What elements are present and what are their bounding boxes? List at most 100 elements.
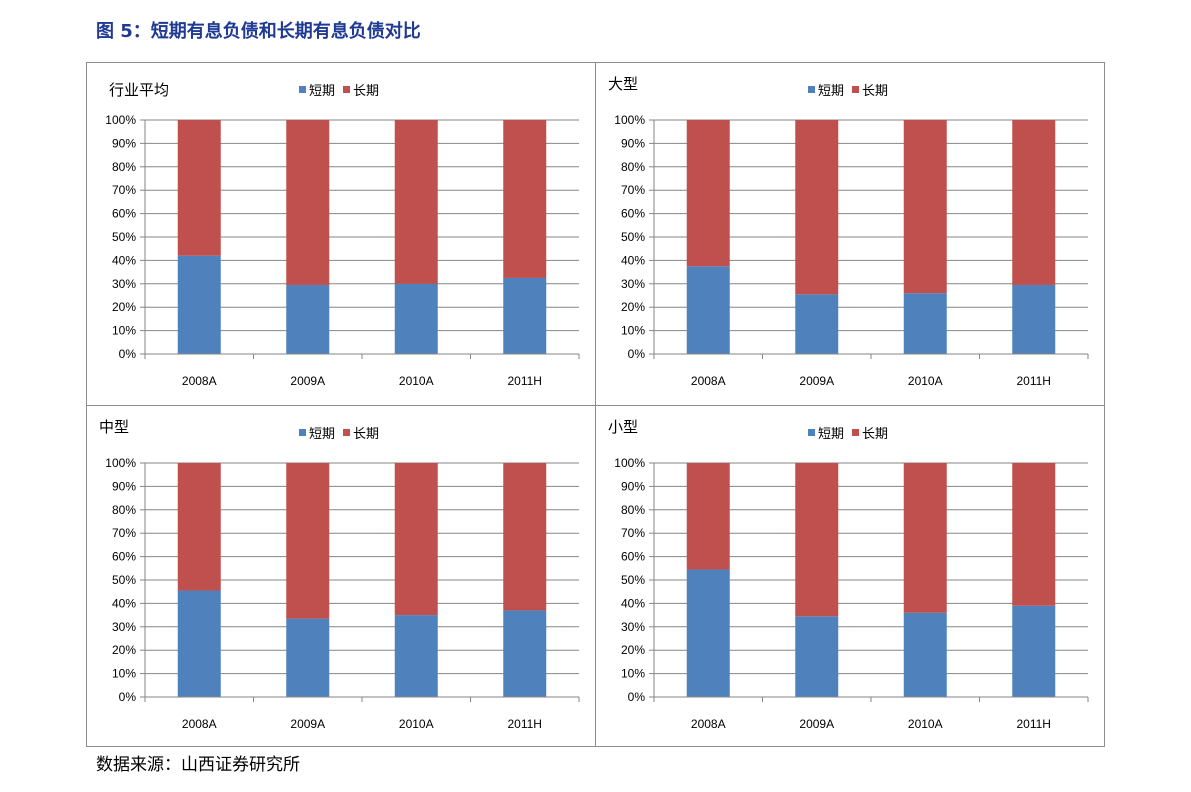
bar-short	[903, 293, 947, 354]
y-tick-label: 90%	[621, 136, 645, 150]
bar-long	[177, 120, 221, 256]
y-tick-label: 90%	[112, 479, 136, 493]
x-tick-label: 2008A	[182, 717, 217, 731]
bar-long	[1012, 120, 1056, 285]
legend-swatch-long	[343, 86, 351, 93]
y-tick-label: 40%	[621, 596, 645, 610]
x-tick-label: 2010A	[908, 717, 943, 731]
x-tick-label: 2011H	[508, 374, 542, 388]
chart-legend: 短期 长期	[808, 423, 896, 442]
y-tick-label: 90%	[112, 136, 136, 150]
legend-swatch-short	[299, 86, 306, 93]
legend-label-long: 长期	[862, 84, 889, 99]
y-tick-label: 20%	[112, 643, 136, 657]
y-tick-label: 40%	[621, 253, 645, 267]
bar-short	[394, 283, 438, 354]
legend-swatch-short	[808, 429, 815, 436]
y-tick-label: 0%	[119, 347, 137, 361]
y-tick-label: 80%	[621, 160, 645, 174]
bar-short	[177, 255, 221, 354]
y-tick-label: 80%	[621, 503, 645, 517]
x-tick-label: 2008A	[691, 717, 726, 731]
x-tick-label: 2008A	[182, 374, 217, 388]
bar-long	[503, 463, 547, 611]
chart-plot: 0% 10% 20% 30% 40% 50% 60% 70% 80% 90% 100% 2008A 20…	[105, 456, 580, 731]
y-tick-label: 30%	[621, 277, 645, 291]
bar-short	[795, 294, 839, 354]
bar-short	[1012, 605, 1056, 697]
y-tick-label: 40%	[112, 253, 136, 267]
figure-title: 图 5：短期有息负债和长期有息负债对比	[96, 21, 421, 42]
x-tick-label: 2009A	[290, 374, 325, 388]
chart-panel-small: 小型 短期 长期 0% 10% 20% 30% 40% 50% 60% 70% 80% 90% 10…	[595, 405, 1105, 747]
chart-panel-industry-average: 行业平均 短期 长期 0% 10% 20% 30% 40% 50% 60% 70% 80% 90%…	[86, 62, 596, 406]
chart-title: 行业平均	[109, 81, 170, 99]
source-note: 数据来源：山西证券研究所	[96, 755, 300, 775]
legend-label-long: 长期	[862, 427, 889, 442]
bar-long	[795, 463, 839, 617]
x-tick-label: 2009A	[799, 374, 834, 388]
y-tick-label: 50%	[112, 230, 136, 244]
bar-long	[1012, 463, 1056, 606]
bar-long	[177, 463, 221, 591]
chart-plot: 0% 10% 20% 30% 40% 50% 60% 70% 80% 90% 100% 2008A 20…	[614, 113, 1089, 388]
chart-legend: 短期 长期	[299, 423, 387, 442]
bar-short	[903, 612, 947, 697]
chart-panel-large: 大型 短期 长期 0% 10% 20% 30% 40% 50% 60% 70% 80% 90% 10…	[595, 62, 1105, 406]
bar-short	[686, 266, 730, 354]
y-tick-label: 10%	[621, 324, 645, 338]
y-tick-label: 50%	[621, 230, 645, 244]
bar-long	[686, 463, 730, 570]
chart-title: 小型	[608, 418, 639, 436]
y-tick-label: 10%	[112, 324, 136, 338]
bar-short	[1012, 284, 1056, 354]
legend-swatch-long	[343, 429, 351, 436]
x-tick-label: 2010A	[399, 717, 434, 731]
y-tick-label: 70%	[112, 526, 136, 540]
bar-short	[503, 277, 547, 354]
y-tick-label: 100%	[614, 113, 645, 127]
x-tick-label: 2008A	[691, 374, 726, 388]
legend-label-short: 短期	[309, 427, 336, 442]
chart-plot: 0% 10% 20% 30% 40% 50% 60% 70% 80% 90% 100% 2008A 20…	[614, 456, 1089, 731]
legend-swatch-short	[808, 86, 815, 93]
chart-panel-medium: 中型 短期 长期 0% 10% 20% 30% 40% 50% 60% 70% 80% 90% 10…	[86, 405, 596, 747]
bar-short	[394, 615, 438, 697]
y-tick-label: 60%	[621, 207, 645, 221]
x-tick-label: 2009A	[799, 717, 834, 731]
y-tick-label: 40%	[112, 596, 136, 610]
bar-long	[503, 120, 547, 278]
bar-long	[286, 120, 330, 285]
y-tick-label: 20%	[621, 643, 645, 657]
y-tick-label: 20%	[621, 300, 645, 314]
bar-short	[503, 610, 547, 697]
chart-title: 大型	[608, 75, 639, 93]
y-tick-label: 50%	[112, 573, 136, 587]
y-tick-label: 30%	[112, 277, 136, 291]
y-tick-label: 60%	[112, 207, 136, 221]
y-tick-label: 100%	[614, 456, 645, 470]
y-tick-label: 30%	[112, 620, 136, 634]
legend-label-long: 长期	[353, 84, 380, 99]
bar-long	[394, 120, 438, 284]
x-tick-label: 2009A	[290, 717, 325, 731]
bar-short	[177, 590, 221, 697]
bar-short	[286, 618, 330, 697]
y-tick-label: 100%	[105, 113, 136, 127]
y-tick-label: 30%	[621, 620, 645, 634]
legend-label-long: 长期	[353, 427, 380, 442]
bar-long	[394, 463, 438, 616]
x-tick-label: 2011H	[1017, 717, 1051, 731]
chart-title: 中型	[99, 418, 130, 436]
y-tick-label: 90%	[621, 479, 645, 493]
legend-label-short: 短期	[309, 84, 336, 99]
y-tick-label: 10%	[621, 667, 645, 681]
y-tick-label: 60%	[112, 550, 136, 564]
bar-long	[686, 120, 730, 267]
legend-swatch-long	[852, 429, 860, 436]
y-tick-label: 70%	[621, 526, 645, 540]
y-tick-label: 80%	[112, 503, 136, 517]
y-tick-label: 0%	[628, 690, 646, 704]
chart-plot: 0% 10% 20% 30% 40% 50% 60% 70% 80% 90% 100% 2008A 20…	[105, 113, 580, 388]
bar-short	[795, 616, 839, 697]
